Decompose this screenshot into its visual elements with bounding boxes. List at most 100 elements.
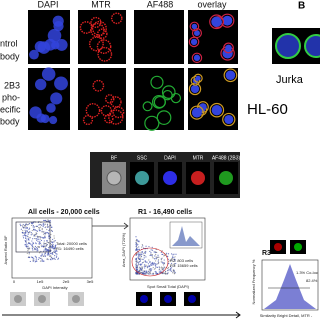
event xyxy=(158,262,160,264)
cell xyxy=(188,295,196,303)
gate xyxy=(15,221,51,253)
event xyxy=(31,247,34,250)
event xyxy=(150,253,152,255)
event xyxy=(141,272,144,274)
event xyxy=(151,255,153,257)
event xyxy=(55,253,57,255)
event xyxy=(138,261,140,263)
event xyxy=(39,236,42,239)
nucleus xyxy=(195,75,201,81)
event xyxy=(164,273,166,275)
event xyxy=(39,223,41,226)
event xyxy=(141,246,143,248)
event xyxy=(38,238,40,240)
event xyxy=(37,236,40,238)
cell xyxy=(164,295,172,303)
mitochondria xyxy=(92,79,105,92)
event xyxy=(147,270,149,272)
event xyxy=(36,239,38,241)
event xyxy=(151,262,153,264)
nucleus xyxy=(40,114,50,124)
event xyxy=(35,260,37,262)
column-label: overlay xyxy=(197,0,227,9)
event xyxy=(39,252,41,254)
event xyxy=(149,254,151,257)
event xyxy=(146,272,148,274)
event xyxy=(169,265,172,268)
event xyxy=(32,259,34,261)
event xyxy=(170,267,173,269)
event xyxy=(142,261,145,263)
event xyxy=(37,245,39,248)
event xyxy=(160,261,162,263)
event xyxy=(144,273,146,275)
row-label: 2B3 xyxy=(4,80,20,90)
event xyxy=(153,258,156,260)
event xyxy=(146,265,148,267)
event xyxy=(47,250,49,252)
event xyxy=(146,261,148,263)
event xyxy=(54,250,57,253)
event xyxy=(27,233,29,235)
event xyxy=(144,252,146,254)
micrograph-panel xyxy=(134,68,184,130)
event xyxy=(32,222,35,224)
event xyxy=(155,272,157,274)
event xyxy=(30,234,32,236)
event xyxy=(30,224,33,226)
event xyxy=(36,230,39,232)
event xyxy=(52,243,54,246)
event xyxy=(46,224,49,226)
event xyxy=(143,265,145,267)
annotation: 1.3% Co-loc xyxy=(296,270,318,275)
event xyxy=(135,272,137,274)
event xyxy=(26,246,28,248)
event xyxy=(36,225,39,227)
event xyxy=(35,232,37,234)
event xyxy=(161,268,163,271)
nucleus xyxy=(47,28,62,43)
event xyxy=(52,245,54,247)
event xyxy=(41,253,43,255)
event xyxy=(145,256,147,258)
event xyxy=(163,272,165,274)
event xyxy=(160,258,162,260)
event xyxy=(27,245,29,247)
event xyxy=(140,254,142,256)
event xyxy=(54,258,56,260)
event xyxy=(38,256,40,259)
event xyxy=(52,247,54,249)
event xyxy=(167,267,170,269)
stain xyxy=(156,110,172,125)
nucleus xyxy=(34,78,47,91)
event xyxy=(137,256,139,258)
event xyxy=(167,267,169,270)
event xyxy=(154,270,156,273)
event xyxy=(46,254,48,256)
event xyxy=(149,250,151,253)
event xyxy=(53,235,55,237)
event xyxy=(50,226,53,228)
event xyxy=(44,255,46,257)
event xyxy=(169,259,171,261)
nucleus xyxy=(193,30,200,37)
event xyxy=(157,259,160,261)
event xyxy=(163,259,165,261)
nucleus xyxy=(190,38,198,46)
mitochondria xyxy=(97,46,113,62)
event xyxy=(164,271,167,273)
nucleus xyxy=(54,76,68,91)
event xyxy=(159,268,161,270)
event xyxy=(26,235,29,237)
event xyxy=(30,232,33,234)
event xyxy=(29,242,31,244)
event xyxy=(57,258,59,260)
event xyxy=(141,269,143,272)
histogram xyxy=(264,264,316,309)
event xyxy=(48,233,50,235)
event xyxy=(138,240,140,242)
event xyxy=(56,255,58,257)
event xyxy=(55,256,57,258)
event xyxy=(28,252,30,254)
event xyxy=(136,244,138,246)
